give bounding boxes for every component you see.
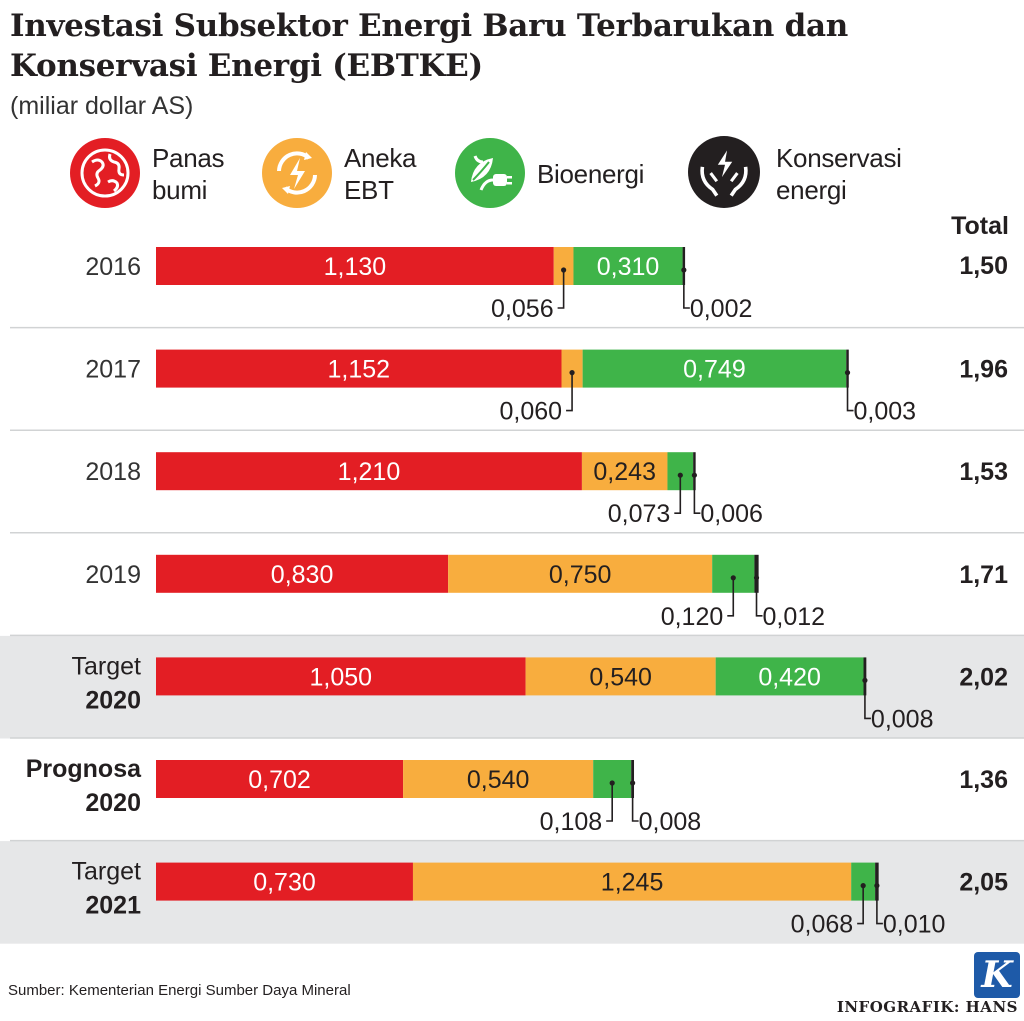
segment-value-label: 1,245 [601,869,664,897]
bar-segment-aneka-ebt [553,247,574,285]
bar-segment-konservasi-energi [875,862,879,901]
segment-value-label: 0,540 [467,766,530,794]
bar-segment-bioenergi [851,862,876,901]
bar-segment-panas-bumi [156,760,404,798]
category-label-line1: Prognosa [26,755,142,783]
legend-label-panas-bumi: Panas bumi [152,143,225,205]
callout-value-label: 0,008 [639,808,702,836]
legend-label-bioenergi: Bioenergi [537,159,645,189]
callout-leader [566,372,573,412]
bar-segment-bioenergi [573,247,683,285]
row-total-value: 2,05 [959,869,1008,897]
bar-segment-konservasi-energi [754,554,759,593]
bar-segment-aneka-ebt [448,554,713,593]
callout-leader [846,372,854,412]
category-label-line1: Target [72,652,142,680]
row-total-value: 1,53 [959,458,1008,486]
row-total-value: 1,96 [959,356,1008,384]
row-total-value: 1,71 [959,561,1008,589]
category-label: 2019 [85,561,141,589]
category-label-line1: Target [72,858,142,886]
callout-value-label: 0,073 [608,500,671,528]
segment-value-label: 0,830 [271,561,334,589]
callout-value-label: 0,003 [854,398,917,426]
category-label-line2: 2020 [85,686,141,714]
segment-value-label: 0,310 [597,253,660,281]
segment-value-label: 1,050 [310,663,373,691]
bar-segment-aneka-ebt [581,452,668,491]
bar-segment-panas-bumi [156,554,449,593]
bar-segment-bioenergi [715,657,864,696]
renewable-energy-icon [262,138,332,208]
segment-value-label: 0,750 [549,561,612,589]
hands-energy-icon [688,136,760,208]
callout-value-label: 0,010 [883,911,946,939]
bar-segment-aneka-ebt [561,349,583,388]
bar-segment-konservasi-energi [846,349,849,388]
category-label: 2017 [85,356,141,384]
chart-title: Investasi Subsektor Energi Baru Terbaruk… [10,8,849,84]
bar-segment-aneka-ebt [525,657,716,696]
kompas-logo: K [974,952,1020,998]
callout-leader [557,270,565,309]
callout-value-label: 0,002 [690,295,753,323]
callout-leader [693,475,701,514]
legend-label-konservasi-energi: Konservasi energi [776,143,902,205]
callout-leader [631,783,639,822]
segment-value-label: 0,420 [758,663,821,691]
segment-value-label: 0,702 [248,766,311,794]
bar-segment-aneka-ebt [403,760,594,798]
category-label-line2: 2021 [85,892,141,920]
bar-segment-konservasi-energi [631,760,635,798]
callout-value-label: 0,120 [661,603,724,631]
callout-leader [674,475,682,514]
bar-segment-panas-bumi [156,349,562,388]
category-label: 2018 [85,458,141,486]
chart-subtitle: (miliar dollar AS) [10,92,194,120]
segment-value-label: 0,540 [589,663,652,691]
bar-segment-aneka-ebt [412,862,852,901]
callout-leader [755,577,763,617]
logo-letter: K [981,954,1013,996]
row-total-value: 2,02 [959,663,1008,691]
globe-icon [70,138,140,208]
bar-segment-konservasi-energi [693,452,696,491]
segment-value-label: 0,243 [593,458,656,486]
callout-value-label: 0,068 [791,911,854,939]
bar-segment-panas-bumi [156,862,413,901]
leaf-plug-icon [455,138,525,208]
segment-value-label: 1,210 [338,458,401,486]
callout-value-label: 0,006 [700,500,763,528]
callout-value-label: 0,056 [491,295,554,323]
segment-value-label: 1,152 [327,356,390,384]
callout-leader [606,783,613,822]
category-label: 2016 [85,253,141,281]
callout-leader [857,885,864,925]
row-total-value: 1,36 [959,766,1008,794]
callout-leader [864,680,871,720]
callout-value-label: 0,108 [540,808,603,836]
callout-value-label: 0,008 [871,705,934,733]
callout-leader [876,885,883,925]
bar-segment-konservasi-energi [863,657,867,696]
bar-segment-panas-bumi [156,452,582,491]
bar-segment-panas-bumi [156,247,554,285]
legend-label-aneka-ebt: Aneka EBT [344,143,417,205]
source-note: Sumber: Kementerian Energi Sumber Daya M… [8,982,351,999]
infographic-credit: INFOGRAFIK: HANS [836,998,1018,1016]
row-total-value: 1,50 [959,252,1008,280]
category-label-line2: 2020 [85,789,141,817]
callout-leader [683,270,690,309]
segment-value-label: 0,730 [253,869,316,897]
callout-value-label: 0,012 [763,603,826,631]
total-header: Total [951,212,1009,240]
bar-segment-bioenergi [582,349,847,388]
bar-segment-panas-bumi [156,657,526,696]
callout-leader [727,577,735,617]
callout-value-label: 0,060 [500,398,563,426]
segment-value-label: 1,130 [324,253,387,281]
segment-value-label: 0,749 [683,356,746,384]
bar-segment-konservasi-energi [682,247,686,285]
